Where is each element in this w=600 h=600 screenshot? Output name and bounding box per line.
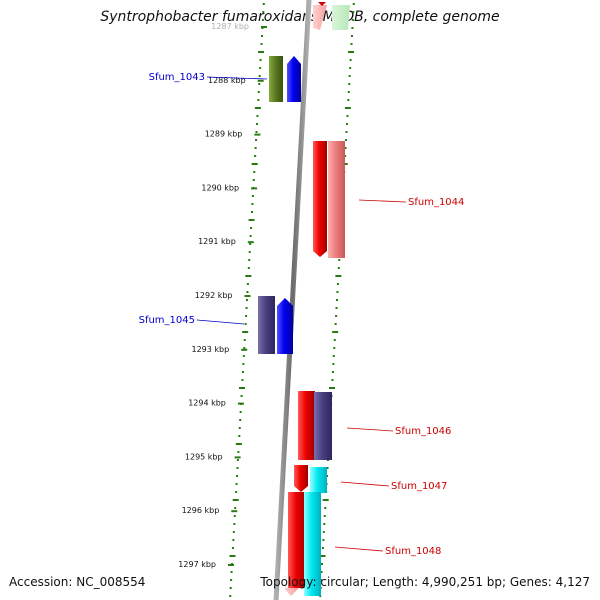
feature-pink[interactable] (328, 141, 345, 258)
axis-tick-label: 1292 kbp (195, 291, 233, 300)
leader-line-1044 (358, 199, 407, 203)
feature-sfum-1043[interactable] (287, 56, 301, 102)
leader-line-1046 (346, 427, 394, 432)
feature-sfum-1044[interactable] (313, 141, 327, 257)
axis-tick-label: 1295 kbp (185, 452, 223, 461)
leader-line-1045 (196, 319, 245, 325)
gene-label-sfum-1045[interactable]: Sfum_1045 (139, 315, 195, 326)
gene-label-sfum-1046[interactable]: Sfum_1046 (395, 426, 451, 437)
leader-line-1048 (334, 546, 384, 552)
feature-slate[interactable] (258, 296, 275, 354)
feature-top-red[interactable] (313, 5, 327, 30)
coordinate-axis: 1287 kbp 1288 kbp 1289 kbp 1290 kbp 1291 kbp… (178, 22, 267, 569)
axis-tick-label: 1293 kbp (191, 345, 229, 354)
genome-backbone (273, 0, 312, 600)
topology-text: Topology: circular; Length: 4,990,251 bp… (260, 575, 590, 589)
gene-label-sfum-1047[interactable]: Sfum_1047 (391, 481, 447, 492)
axis-tick-label: 1291 kbp (198, 237, 236, 246)
feature-red-1[interactable] (298, 391, 315, 460)
axis-tick-label: 1296 kbp (182, 506, 220, 515)
leader-line-1043 (206, 76, 268, 80)
feature-sfum-1047[interactable] (294, 465, 308, 492)
features (258, 56, 345, 596)
feature-bottom-pink[interactable] (284, 588, 299, 596)
axis-tick-label: 1290 kbp (201, 183, 239, 192)
gene-label-sfum-1044[interactable]: Sfum_1044 (408, 197, 464, 208)
accession-text: Accession: NC_008554 (9, 575, 146, 589)
axis-tick-label: 1297 kbp (178, 560, 216, 569)
gene-label-sfum-1048[interactable]: Sfum_1048 (385, 546, 441, 557)
feature-sfum-1048[interactable] (288, 492, 306, 588)
feature-sfum-1046[interactable] (314, 392, 332, 460)
map-title: Syntrophobacter fumaroxidans MPOB, compl… (100, 9, 500, 25)
axis-tick-label: 1288 kbp (208, 76, 246, 85)
axis-tick-label: 1289 kbp (205, 130, 243, 139)
gene-labels: Sfum_1043 Sfum_1044 Sfum_1045 Sfum_1046 … (139, 72, 465, 557)
feature-sfum-1045[interactable] (277, 298, 293, 354)
feature-olive[interactable] (269, 56, 283, 102)
gene-label-sfum-1043[interactable]: Sfum_1043 (149, 72, 205, 83)
leader-line-1047 (340, 481, 390, 487)
feature-cyan-2[interactable] (304, 492, 321, 596)
feature-top-green[interactable] (332, 5, 350, 30)
feature-cyan-1[interactable] (310, 467, 327, 493)
axis-tick-label: 1294 kbp (188, 399, 226, 408)
feature-top-arrow (318, 2, 326, 6)
axis-tick-label: 1287 kbp (211, 22, 249, 31)
